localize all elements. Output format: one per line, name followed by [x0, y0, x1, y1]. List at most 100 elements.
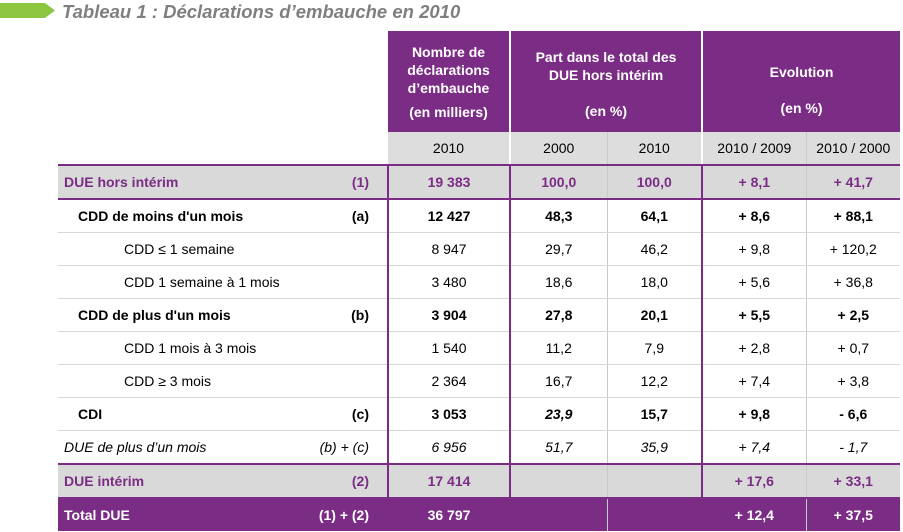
cell: 8 947 [387, 232, 510, 266]
header-evolution: Evolution (en %) [701, 31, 901, 132]
cell: + 7,4 [701, 430, 807, 465]
row-label: DUE de plus d’un mois [58, 430, 306, 465]
cell: + 37,5 [805, 498, 901, 531]
row-tag: (b) + (c) [306, 430, 388, 465]
cell: 27,8 [509, 298, 607, 332]
cell: 23,9 [509, 397, 607, 431]
row-label: DUE intérim [58, 464, 306, 499]
cell [606, 464, 703, 499]
row-tag [306, 364, 388, 398]
cell: 18,0 [606, 265, 703, 299]
cell [606, 498, 703, 531]
table-row: CDD ≥ 3 mois 2 364 16,7 12,2 + 7,4 + 3,8 [58, 364, 901, 398]
cell: 100,0 [606, 165, 703, 200]
cell: 15,7 [606, 397, 703, 431]
cell: 20,1 [606, 298, 703, 332]
row-tag [306, 232, 388, 266]
cell: + 0,7 [805, 331, 901, 365]
cell: 3 904 [387, 298, 510, 332]
header-part-line1: Part dans le total des [535, 49, 677, 65]
header-nombre-line2: déclarations [407, 62, 490, 78]
cell: 100,0 [509, 165, 607, 200]
cell [509, 464, 607, 499]
cell: 2 364 [387, 364, 510, 398]
cell: + 2,8 [701, 331, 807, 365]
table-row: CDD 1 semaine à 1 mois 3 480 18,6 18,0 +… [58, 265, 901, 299]
year-cell: 2010 [606, 132, 703, 166]
header-part-line2: DUE hors intérim [548, 67, 664, 83]
year-cell: 2000 [509, 132, 607, 166]
cell: - 6,6 [805, 397, 901, 431]
cell: 18,6 [509, 265, 607, 299]
row-label: CDI [58, 397, 306, 431]
row-label: DUE hors intérim [58, 165, 306, 200]
row-tag: (2) [306, 464, 388, 499]
header-blank [58, 31, 388, 132]
cell: 1 540 [387, 331, 510, 365]
header-nombre-line1: Nombre de [411, 44, 486, 60]
table-row: CDD de moins d'un mois (a) 12 427 48,3 6… [58, 199, 901, 233]
cell: + 9,8 [701, 232, 807, 266]
cell: 36 797 [387, 498, 510, 531]
cell: + 120,2 [805, 232, 901, 266]
row-label: CDD 1 semaine à 1 mois [58, 265, 306, 299]
table-row: CDD de plus d'un mois (b) 3 904 27,8 20,… [58, 298, 901, 332]
row-tag: (1) [306, 165, 388, 200]
cell: 35,9 [606, 430, 703, 465]
cell: + 36,8 [805, 265, 901, 299]
cell: + 12,4 [701, 498, 807, 531]
cell: + 7,4 [701, 364, 807, 398]
cell: 48,3 [509, 199, 607, 233]
cell: 3 053 [387, 397, 510, 431]
year-cell: 2010 [388, 132, 510, 166]
header-part-unit: (en %) [585, 103, 627, 119]
header-nombre-unit: (en milliers) [409, 104, 488, 120]
table-row: CDD 1 mois à 3 mois 1 540 11,2 7,9 + 2,8… [58, 331, 901, 365]
arrow-icon [0, 3, 55, 18]
cell: 17 414 [387, 464, 510, 499]
cell: + 2,5 [805, 298, 901, 332]
cell: + 33,1 [805, 464, 901, 499]
cell: 51,7 [509, 430, 607, 465]
years-blank [58, 132, 388, 166]
year-cell: 2010 / 2009 [701, 132, 807, 166]
table-row: DUE de plus d’un mois (b) + (c) 6 956 51… [58, 430, 901, 465]
table-title: Tableau 1 : Déclarations d’embauche en 2… [62, 1, 461, 22]
cell: 46,2 [606, 232, 703, 266]
table-row: CDI (c) 3 053 23,9 15,7 + 9,8 - 6,6 [58, 397, 901, 431]
row-tag: (a) [306, 199, 388, 233]
header-evolution-unit: (en %) [780, 100, 823, 116]
row-tag [306, 331, 388, 365]
title-bar: Tableau 1 : Déclarations d’embauche en 2… [0, 0, 903, 26]
years-row: 2010 2000 2010 2010 / 2009 2010 / 2000 [58, 132, 901, 166]
header-nombre-line3: d’embauche [407, 80, 490, 96]
row-tag: (1) + (2) [306, 498, 388, 531]
table-row: Total DUE (1) + (2) 36 797 + 12,4 + 37,5 [58, 498, 901, 531]
cell: 3 480 [387, 265, 510, 299]
row-tag: (c) [306, 397, 388, 431]
cell: + 41,7 [805, 165, 901, 200]
cell: + 3,8 [805, 364, 901, 398]
header-part: Part dans le total des DUE hors intérim … [508, 31, 703, 132]
row-tag [306, 265, 388, 299]
cell: + 9,8 [701, 397, 807, 431]
cell: + 5,5 [701, 298, 807, 332]
cell: 11,2 [509, 331, 607, 365]
cell: 19 383 [387, 165, 510, 200]
data-table: Nombre de déclarations d’embauche (en mi… [58, 31, 901, 531]
header-evolution-label: Evolution [769, 64, 834, 80]
cell: + 88,1 [805, 199, 901, 233]
header-nombre: Nombre de déclarations d’embauche (en mi… [388, 31, 510, 132]
row-label: CDD de plus d'un mois [58, 298, 306, 332]
cell: 12 427 [387, 199, 510, 233]
row-label: CDD de moins d'un mois [58, 199, 306, 233]
row-label: CDD 1 mois à 3 mois [58, 331, 306, 365]
cell: 16,7 [509, 364, 607, 398]
table-row: DUE intérim (2) 17 414 + 17,6 + 33,1 [58, 464, 901, 499]
cell [509, 498, 607, 531]
cell: + 8,1 [701, 165, 807, 200]
cell: 29,7 [509, 232, 607, 266]
table-row: DUE hors intérim (1) 19 383 100,0 100,0 … [58, 165, 901, 200]
year-cell: 2010 / 2000 [805, 132, 901, 166]
cell: + 5,6 [701, 265, 807, 299]
